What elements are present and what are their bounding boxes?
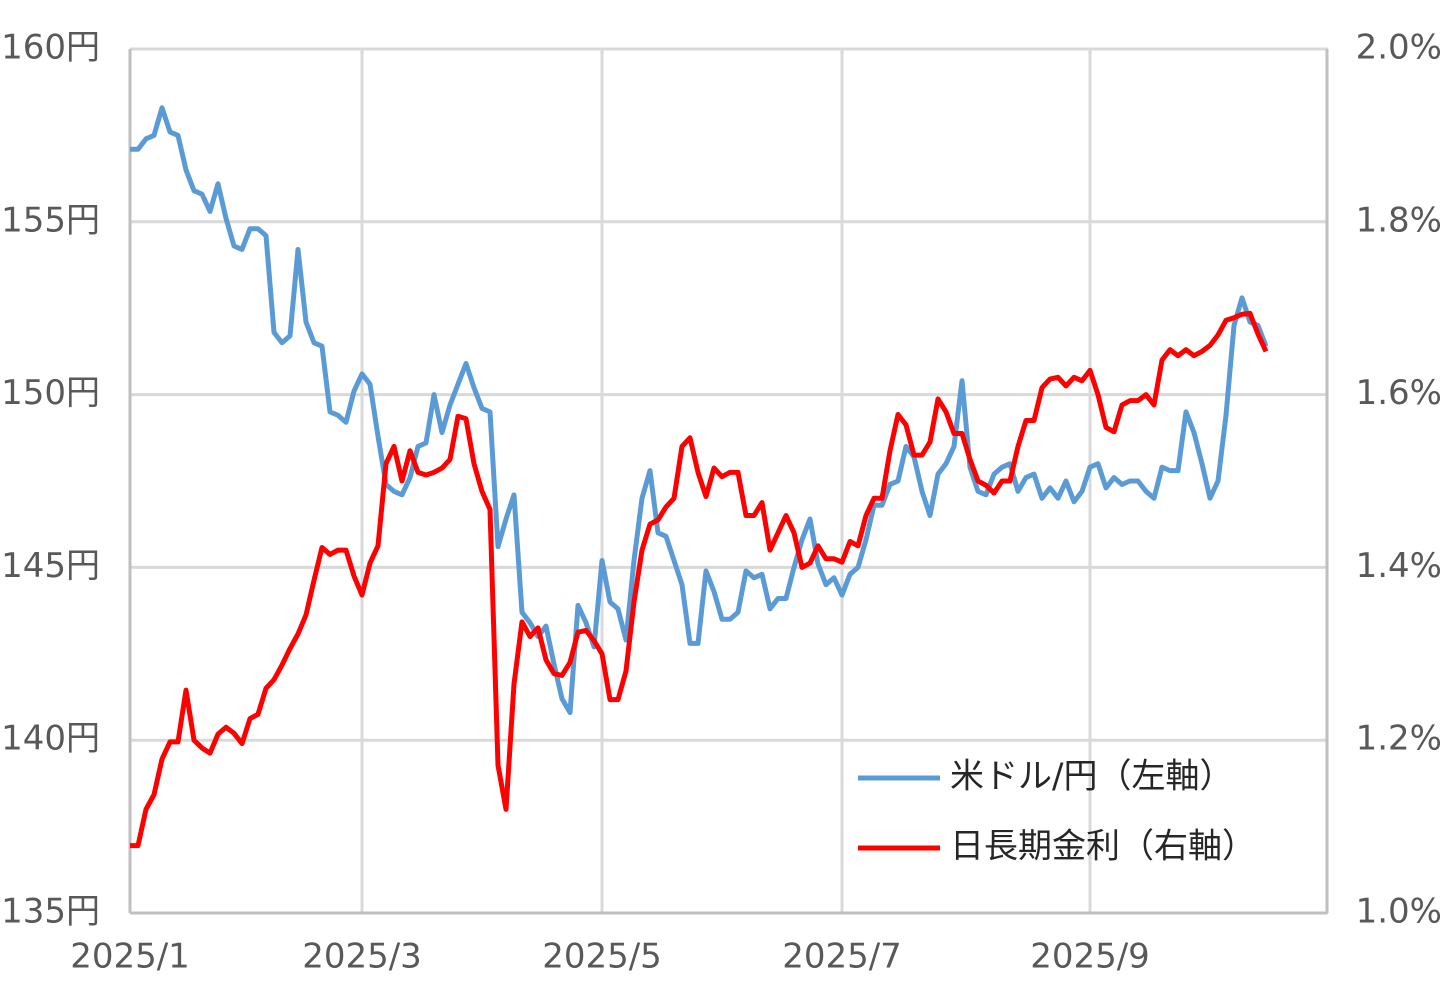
legend-label: 米ドル/円（左軸） xyxy=(950,757,1233,797)
y-tick-label: 145円 xyxy=(1,546,100,586)
y2-tick-label: 1.6% xyxy=(1356,373,1442,413)
x-tick-label: 2025/5 xyxy=(542,937,662,977)
x-tick-label: 2025/1 xyxy=(70,937,190,977)
y2-tick-label: 1.2% xyxy=(1356,719,1442,759)
x-tick-label: 2025/7 xyxy=(782,937,902,977)
series-line xyxy=(130,310,1269,849)
y-tick-label: 160円 xyxy=(1,28,100,68)
x-tick-label: 2025/9 xyxy=(1030,937,1150,977)
y2-tick-label: 1.0% xyxy=(1356,892,1442,932)
legend-label: 日長期金利（右軸） xyxy=(950,827,1256,867)
y2-tick-label: 1.8% xyxy=(1356,200,1442,240)
y-tick-label: 155円 xyxy=(1,200,100,240)
y-tick-label: 140円 xyxy=(1,719,100,759)
y2-tick-label: 1.4% xyxy=(1356,546,1442,586)
series-line xyxy=(130,105,1269,716)
x-tick-label: 2025/3 xyxy=(302,937,422,977)
y-tick-label: 135円 xyxy=(1,892,100,932)
y2-tick-label: 2.0% xyxy=(1356,28,1442,68)
y-tick-label: 150円 xyxy=(1,373,100,413)
